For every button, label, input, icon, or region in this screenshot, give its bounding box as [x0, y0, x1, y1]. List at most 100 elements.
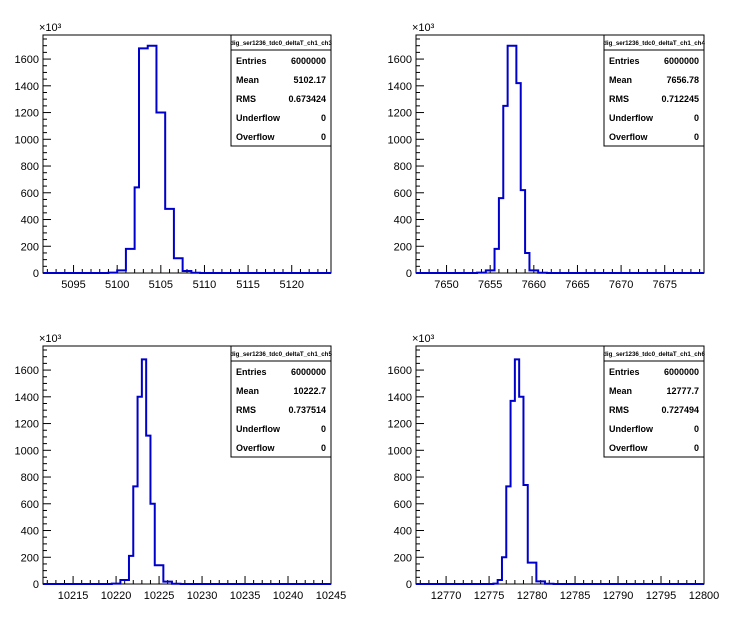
histogram-bin — [516, 83, 520, 273]
histogram-bin — [155, 565, 164, 584]
x-tick-label: 7650 — [434, 279, 458, 291]
y-tick-label: 1600 — [388, 54, 412, 66]
x-tick-label: 10225 — [144, 590, 175, 602]
stats-label: Mean — [236, 75, 259, 85]
y-tick-label: 800 — [394, 472, 412, 484]
histogram-line — [416, 358, 704, 585]
histogram-bin — [508, 46, 517, 273]
stats-value: 0 — [321, 113, 326, 123]
x-tick-label: 10245 — [316, 590, 347, 602]
stats-label: Underflow — [236, 113, 281, 123]
x-tick-label: 5120 — [279, 279, 303, 291]
histogram-panel-1: 0 200 400 600 800 1000 1200 1400 1600 ×10³ 5095 510… — [15, 22, 333, 291]
stats-value: 7656.78 — [666, 75, 699, 85]
histogram-bin — [502, 557, 506, 584]
y-tick-label: 600 — [21, 188, 39, 200]
stats-value: 0.727494 — [661, 405, 699, 415]
y-tick-label: 600 — [394, 188, 412, 200]
stats-label: Underflow — [236, 424, 281, 434]
y-tick-label: 800 — [21, 472, 39, 484]
histogram-bin — [139, 48, 148, 273]
y-tick-label: 1400 — [388, 81, 412, 93]
histogram-bin — [528, 563, 537, 584]
histogram-panel-3: 0 200 400 600 800 1000 1200 1400 1600 ×10³ 10215 10… — [15, 333, 347, 602]
stats-box — [230, 34, 332, 147]
stats-label: RMS — [236, 405, 256, 415]
histogram-bin — [120, 580, 129, 584]
y-tick-label: 200 — [394, 552, 412, 564]
histogram-title: dig_ser1236_tdc0_deltaT_ch1_ch4 — [603, 40, 705, 47]
x-tick-label: 12770 — [431, 590, 462, 602]
histogram-bin — [163, 582, 172, 584]
y-tick-label: 1400 — [388, 392, 412, 404]
y-tick-label: 800 — [394, 161, 412, 173]
x-tick-label: 5100 — [105, 279, 129, 291]
y-tick-label: 1600 — [15, 365, 39, 377]
stats-label: Entries — [236, 367, 267, 377]
stats-value: 0 — [321, 443, 326, 453]
stats-value: 0 — [321, 132, 326, 142]
stats-value: 10222.7 — [293, 386, 326, 396]
y-tick-label: 400 — [21, 526, 39, 538]
x-tick-label: 10230 — [187, 590, 218, 602]
y-tick-label: 400 — [394, 526, 412, 538]
x-tick-label: 12800 — [689, 590, 720, 602]
y-tick-label: 400 — [394, 215, 412, 227]
stats-label: Overflow — [236, 132, 276, 142]
histogram-title: dig_ser1236_tdc0_deltaT_ch1_ch3 — [230, 40, 332, 47]
y-tick-label: 1200 — [388, 419, 412, 431]
histogram-panel-4: 0 200 400 600 800 1000 1200 1400 1600 ×10³ 12770 12… — [388, 333, 720, 602]
x-tick-label: 10240 — [273, 590, 304, 602]
y-tick-label: 1400 — [15, 81, 39, 93]
stats-label: Entries — [609, 56, 640, 66]
y-tick-label: 600 — [394, 499, 412, 511]
histogram-title: dig_ser1236_tdc0_deltaT_ch1_ch6 — [603, 351, 705, 358]
y-tick-label: 600 — [21, 499, 39, 511]
y-multiplier-label: ×10³ — [412, 333, 435, 345]
x-tick-label: 12780 — [517, 590, 548, 602]
stats-value: 0 — [321, 424, 326, 434]
histogram-bin — [133, 486, 137, 584]
stats-label: Mean — [609, 386, 632, 396]
y-tick-label: 1200 — [388, 108, 412, 120]
x-tick-label: 7675 — [652, 279, 676, 291]
x-tick-label: 7670 — [609, 279, 633, 291]
x-tick-label: 10220 — [101, 590, 132, 602]
histogram-bin — [150, 504, 154, 584]
stats-box — [603, 34, 705, 147]
y-tick-label: 0 — [406, 579, 412, 591]
histogram-line — [416, 44, 704, 274]
stats-label: Underflow — [609, 113, 654, 123]
x-tick-label: 10235 — [230, 590, 261, 602]
x-tick-label: 5095 — [61, 279, 85, 291]
histogram-bin — [138, 397, 142, 584]
y-multiplier-label: ×10³ — [39, 22, 62, 34]
histogram-bin — [117, 270, 126, 273]
histogram-bin — [519, 397, 523, 584]
x-tick-label: 7655 — [478, 279, 502, 291]
histogram-line — [43, 44, 331, 274]
y-multiplier-label: ×10³ — [412, 22, 435, 34]
stats-box — [603, 345, 705, 458]
stats-value: 0 — [694, 424, 699, 434]
stats-value: 0 — [694, 113, 699, 123]
stats-label: Overflow — [609, 443, 649, 453]
y-tick-label: 1000 — [388, 445, 412, 457]
histogram-bin — [165, 209, 174, 273]
x-tick-label: 12790 — [603, 590, 634, 602]
stats-label: RMS — [236, 94, 256, 104]
stats-label: Overflow — [236, 443, 276, 453]
histogram-bin — [148, 46, 157, 273]
stats-value: 0 — [694, 443, 699, 453]
y-tick-label: 200 — [394, 241, 412, 253]
histogram-bin — [521, 190, 525, 273]
stats-label: Entries — [609, 367, 640, 377]
histogram-bin — [525, 253, 529, 273]
y-tick-label: 0 — [33, 268, 39, 280]
stats-value: 0.712245 — [661, 94, 699, 104]
histogram-bin — [506, 486, 510, 584]
histogram-bin — [511, 401, 515, 584]
stats-label: Mean — [609, 75, 632, 85]
stats-value: 5102.17 — [293, 75, 326, 85]
histogram-bin — [486, 270, 495, 273]
